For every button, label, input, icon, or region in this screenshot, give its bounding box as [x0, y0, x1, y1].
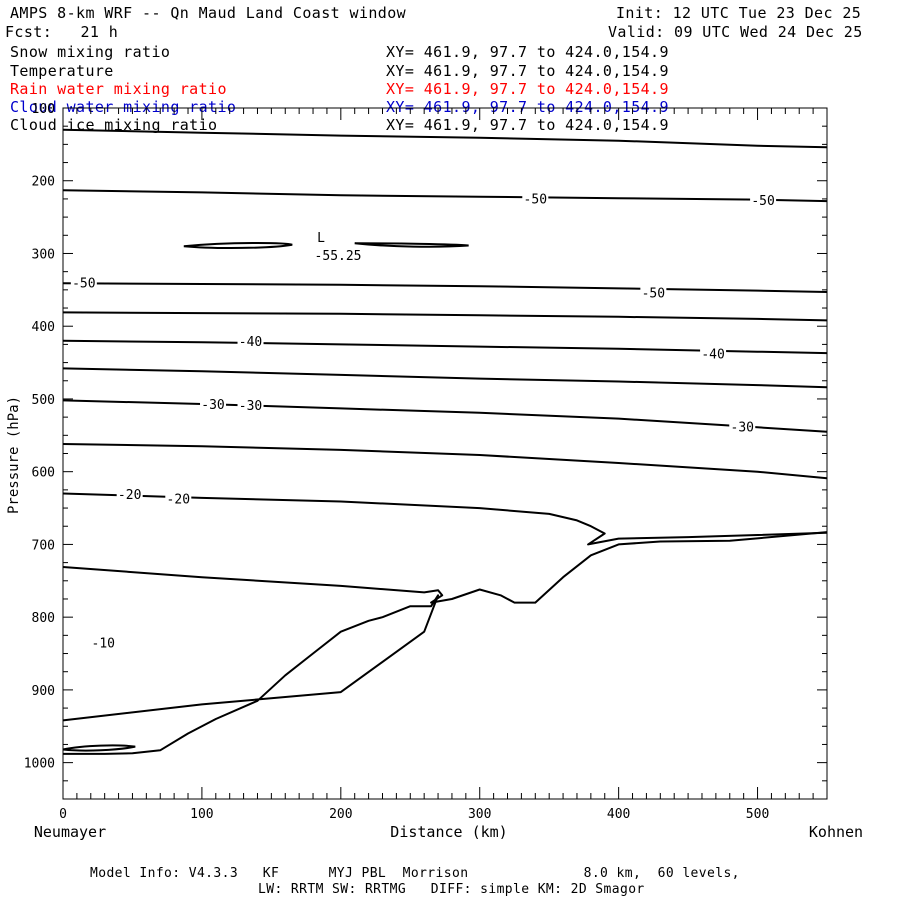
- low-marker-letter: L: [317, 231, 325, 246]
- y-tick-label: 900: [32, 684, 55, 699]
- y-tick-label: 300: [32, 247, 55, 262]
- contour-label: -10: [92, 636, 115, 651]
- x-axis-label: Distance (km): [390, 823, 507, 841]
- low-marker-value: -55.25: [315, 249, 362, 264]
- contour-line-10: [62, 594, 440, 755]
- field-name-cloud-water: Cloud water mixing ratio: [10, 98, 237, 116]
- contour-label: -30: [239, 399, 262, 414]
- closed-contour-surface: [62, 744, 136, 752]
- contour-label-bg: [522, 191, 549, 207]
- field-name-temperature: Temperature: [10, 62, 114, 80]
- left-endpoint-label: Neumayer: [34, 823, 106, 841]
- physics-info: LW: RRTM SW: RRTMG DIFF: simple KM: 2D S…: [258, 882, 645, 897]
- contour-line-4: [62, 311, 828, 322]
- contour-label-bg: [237, 334, 264, 350]
- y-tick-label: 200: [32, 175, 55, 190]
- y-axis-label: Pressure (hPa): [6, 396, 22, 514]
- contour-label-bg: [750, 193, 777, 209]
- contour-label-bg: [90, 635, 117, 651]
- field-xy-cloud-ice: XY= 461.9, 97.7 to 424.0,154.9: [386, 116, 669, 134]
- closed-contour-right: [354, 242, 469, 248]
- field-name-rain: Rain water mixing ratio: [10, 80, 227, 98]
- contour-line-3: [62, 282, 828, 293]
- y-tick-label: 500: [32, 393, 55, 408]
- contour-label: -50: [524, 193, 547, 208]
- plot-frame: [62, 107, 828, 800]
- x-tick-label: 100: [190, 807, 213, 822]
- contour-label-bg: [700, 346, 727, 362]
- contour-line-2: [62, 189, 828, 203]
- model-info: Model Info: V4.3.3 KF MYJ PBL Morrison 8…: [90, 866, 740, 881]
- y-tick-label: 100: [32, 102, 55, 117]
- closed-contour-left: [183, 242, 293, 249]
- y-tick-label: 600: [32, 466, 55, 481]
- field-xy-rain: XY= 461.9, 97.7 to 424.0,154.9: [386, 80, 669, 98]
- contour-label: -40: [239, 335, 262, 350]
- y-tick-label: 700: [32, 538, 55, 553]
- x-tick-label: 400: [607, 807, 630, 822]
- contour-label-bg: [237, 398, 264, 414]
- contour-label: -30: [731, 420, 754, 435]
- field-name-snow: Snow mixing ratio: [10, 43, 171, 61]
- x-tick-label: 200: [329, 807, 352, 822]
- y-tick-label: 800: [32, 611, 55, 626]
- contour-label: -40: [701, 348, 724, 363]
- contour-line-9: [62, 492, 828, 546]
- contour-line-7: [62, 399, 828, 433]
- valid-time: Valid: 09 UTC Wed 24 Dec 25: [608, 23, 863, 41]
- contour-label-bg: [116, 486, 143, 502]
- field-xy-temperature: XY= 461.9, 97.7 to 424.0,154.9: [386, 62, 669, 80]
- forecast-hour: Fcst: 21 h: [5, 23, 119, 41]
- contour-label-bg: [165, 491, 192, 507]
- x-tick-label: 0: [59, 807, 67, 822]
- contour-label-bg: [729, 419, 756, 435]
- contour-label-bg: [640, 285, 667, 301]
- y-tick-label: 1000: [24, 757, 55, 772]
- contour-label: -20: [167, 492, 190, 507]
- field-xy-snow: XY= 461.9, 97.7 to 424.0,154.9: [386, 43, 669, 61]
- contour-label: -30: [201, 398, 224, 413]
- contour-label: -20: [118, 488, 141, 503]
- contour-label: -50: [72, 276, 95, 291]
- contour-line-5: [62, 339, 828, 355]
- x-tick-label: 500: [746, 807, 769, 822]
- contour-label-bg: [200, 396, 227, 412]
- right-endpoint-label: Kohnen: [809, 823, 863, 841]
- contour-line-8: [62, 443, 828, 480]
- contour-label-bg: [70, 275, 97, 291]
- y-tick-label: 400: [32, 320, 55, 335]
- x-tick-label: 300: [468, 807, 491, 822]
- init-time: Init: 12 UTC Tue 23 Dec 25: [616, 4, 862, 22]
- contour-label: -50: [751, 194, 774, 209]
- contour-line-6: [62, 367, 828, 389]
- contour-line-11: [62, 531, 828, 604]
- contour-line-1: [62, 128, 828, 149]
- contour-label: -50: [642, 286, 665, 301]
- chart-title: AMPS 8-km WRF -- Qn Maud Land Coast wind…: [10, 4, 407, 22]
